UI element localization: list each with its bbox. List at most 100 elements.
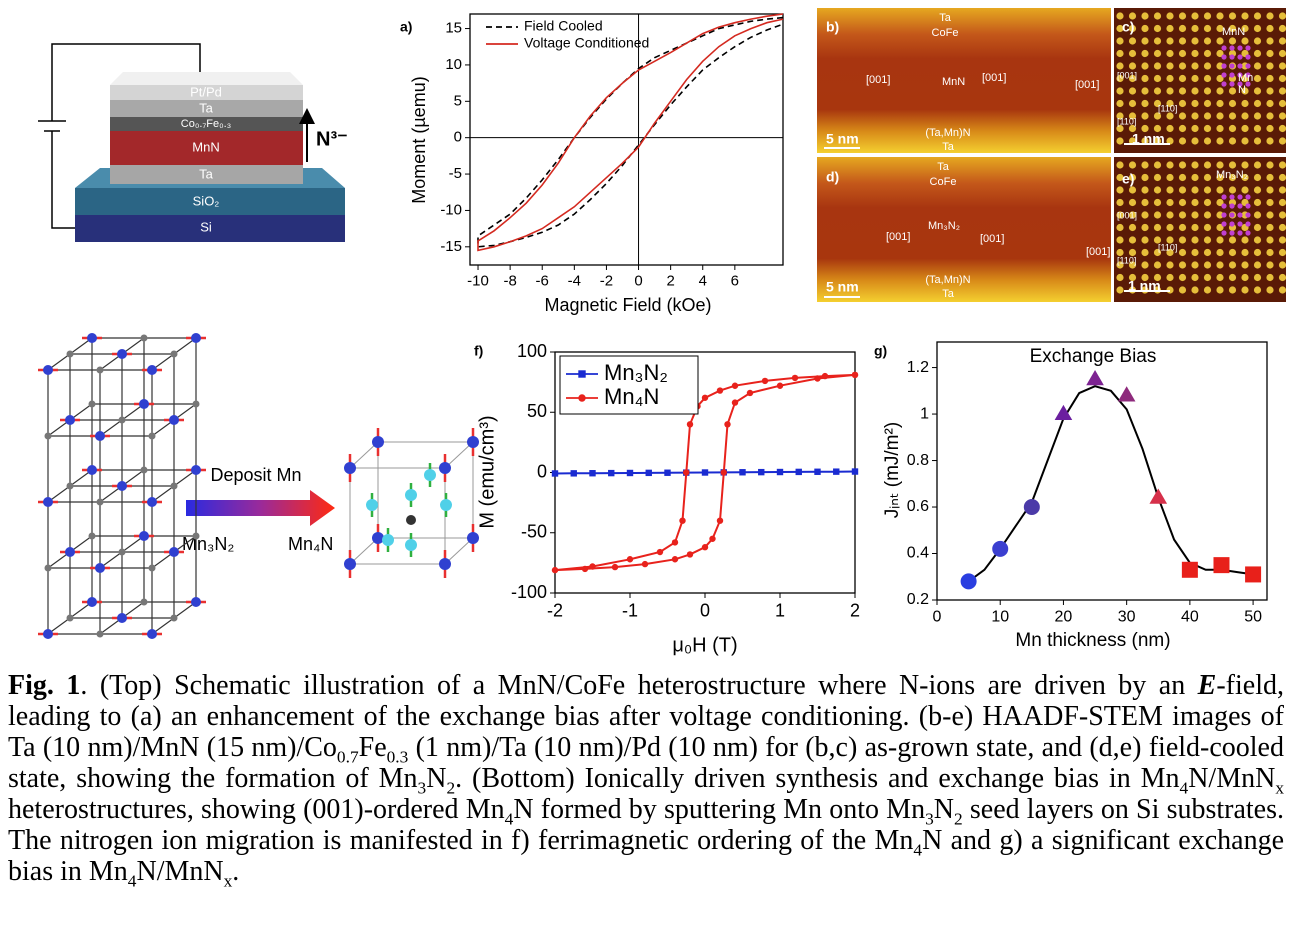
marker (1213, 557, 1230, 574)
atom-dot (1221, 63, 1227, 69)
atom-dot (1253, 24, 1262, 33)
atom-dot (1128, 211, 1137, 219)
atom-dot (1191, 37, 1199, 45)
atom-dot (1266, 248, 1274, 257)
y-tick-label: 50 (527, 401, 547, 421)
atom-dot (1191, 87, 1199, 95)
atom-dot (1116, 137, 1124, 145)
marker (776, 382, 784, 389)
atom-dot (1253, 87, 1262, 95)
scale-label: 5 nm (826, 131, 859, 147)
atom-dot (1128, 248, 1137, 257)
atom-dot (1153, 223, 1162, 232)
atom-dot (1141, 248, 1149, 257)
atom-dot (1128, 24, 1137, 33)
marker (761, 377, 769, 385)
atom-dot (1221, 54, 1227, 60)
x-tick-label: -4 (568, 272, 581, 289)
atom-dot (1178, 173, 1187, 182)
atom (147, 365, 157, 375)
atom-dot (1191, 137, 1199, 145)
atom-dot (1229, 81, 1235, 87)
marker (1149, 488, 1168, 504)
atom (439, 462, 451, 474)
atom-dot (1166, 236, 1174, 244)
stem-text: [001] (1117, 210, 1137, 220)
atom-dot (1191, 124, 1199, 133)
caption-text: 4 (1179, 778, 1189, 798)
atom-dot (1203, 137, 1212, 145)
caption-text: (1 nm)/Ta (10 nm)/Pd (10 nm) for (b,c) a… (8, 732, 1284, 794)
atom-dot (1278, 87, 1287, 95)
x-tick-label: 0 (700, 600, 710, 620)
atom-dot (1128, 99, 1137, 108)
marker (1181, 561, 1198, 578)
atom-dot (1229, 212, 1235, 218)
atom-dot (1153, 49, 1162, 58)
atom-dot (1178, 286, 1187, 294)
atom-dot (1116, 273, 1124, 282)
y-axis-label: Moment (µemu) (409, 76, 429, 203)
atom (366, 499, 378, 511)
shape (110, 72, 303, 85)
atom-dot (1253, 161, 1262, 169)
atom-dot (1241, 87, 1249, 95)
atom (66, 614, 74, 622)
atom (170, 614, 178, 622)
atom-dot (1253, 173, 1262, 182)
atom-dot (1153, 236, 1162, 244)
atom (192, 400, 200, 408)
series-line (477, 16, 784, 248)
atom-dot (1191, 223, 1199, 232)
atom-dot (1237, 212, 1243, 218)
atom-dot (1245, 221, 1251, 227)
marker (671, 556, 679, 563)
marker (626, 469, 634, 477)
atom-dot (1141, 236, 1149, 244)
atom-dot (1116, 173, 1124, 182)
stem-text: (Ta,Mn)N (925, 127, 970, 139)
atom-dot (1141, 24, 1149, 33)
atom-dot (1203, 198, 1212, 207)
shape (824, 12, 1287, 298)
plot-frame (936, 341, 1268, 601)
atom-dot (1116, 223, 1124, 232)
atom-dot (1278, 198, 1287, 207)
atom-dot (1253, 49, 1262, 58)
atom-dot (1203, 248, 1212, 257)
atom-dot (1128, 198, 1137, 207)
x-tick-label: -2 (600, 272, 613, 289)
atom-dot (1266, 12, 1274, 20)
atom-dot (1216, 161, 1224, 169)
atom (344, 462, 356, 474)
atom-dot (1221, 203, 1227, 209)
atom-dot (1278, 49, 1287, 58)
atom-dot (1203, 24, 1212, 33)
y-axis-label: M (emu/cm³) (476, 415, 498, 528)
y-tick-label: 0.6 (907, 498, 929, 515)
stem-text: [110] (1117, 255, 1136, 265)
scale-label: 5 nm (826, 279, 859, 295)
atom-dot (1228, 286, 1237, 294)
caption-text: 3 (925, 809, 934, 829)
atom-dot (1191, 186, 1199, 194)
atom-dot (1141, 273, 1149, 282)
atom-dot (1166, 99, 1174, 108)
atom-dot (1203, 74, 1212, 83)
panel-label: g) (874, 343, 887, 359)
atom (65, 415, 75, 425)
y-tick-label: 0.2 (907, 591, 929, 608)
atom-dot (1278, 186, 1287, 194)
atom-dot (1278, 12, 1287, 20)
atom-dot (1216, 24, 1224, 33)
caption-text: . (Bottom) Ionically driven synthesis an… (455, 763, 1180, 794)
atom-dot (1166, 87, 1174, 95)
atom (65, 547, 75, 557)
shape (110, 131, 303, 165)
scale-label: 1 nm (1128, 278, 1161, 294)
atom-dot (1221, 230, 1227, 236)
atom-dot (1241, 273, 1249, 282)
atom-dot (1153, 173, 1162, 182)
marker (626, 556, 634, 563)
